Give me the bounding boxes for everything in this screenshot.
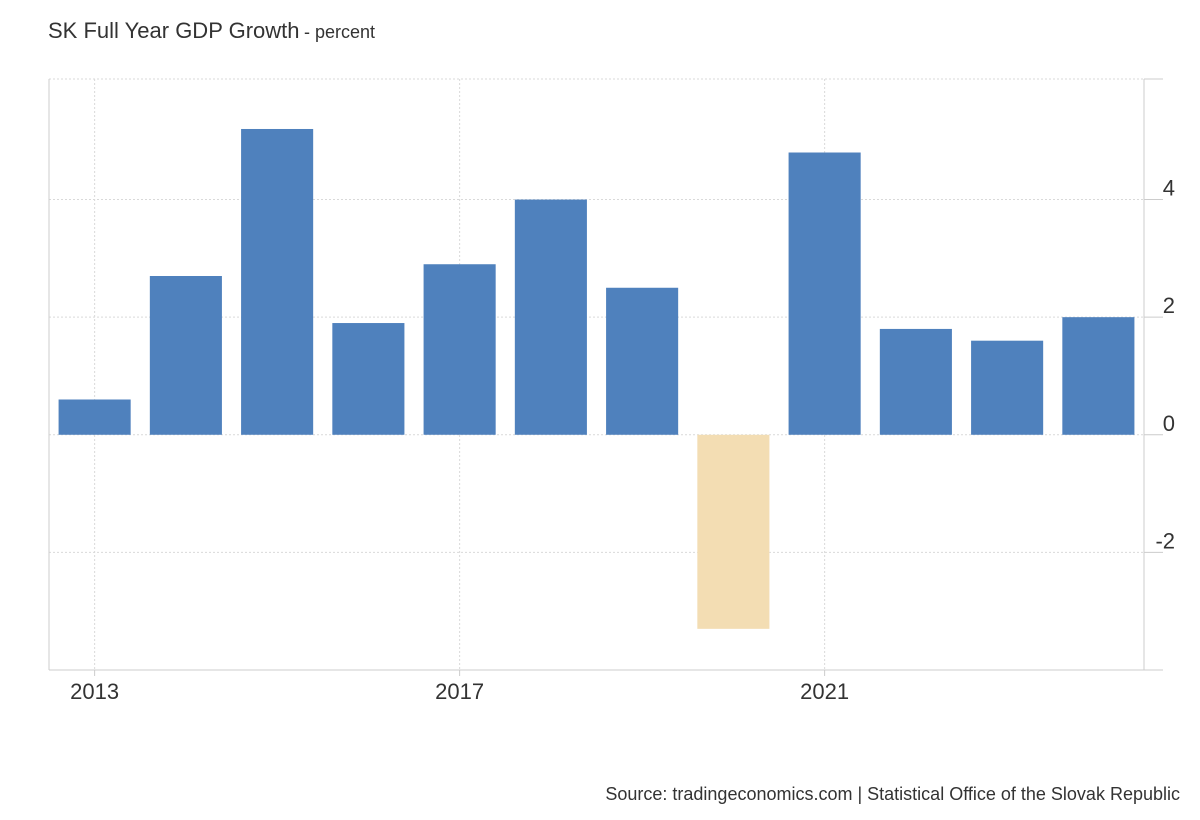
bar-2018: [514, 199, 587, 435]
y-tick-label: -2: [1155, 528, 1175, 553]
y-tick-label: 0: [1163, 411, 1175, 436]
bar-2019: [606, 287, 679, 435]
bar-2022: [879, 328, 952, 435]
y-tick-label: 2: [1163, 293, 1175, 318]
bar-2021: [788, 152, 861, 435]
bar-2016: [332, 323, 405, 435]
chart-title-main: SK Full Year GDP Growth: [48, 18, 300, 43]
source-note: Source: tradingeconomics.com | Statistic…: [605, 784, 1180, 804]
grid-layer: [49, 78, 1144, 670]
x-tick-label: 2013: [70, 679, 119, 704]
x-tick-label: 2017: [435, 679, 484, 704]
chart-title: SK Full Year GDP Growth - percent: [48, 18, 375, 44]
bars-layer: [58, 128, 1135, 629]
bar-2024: [1062, 317, 1135, 435]
bar-2015: [241, 128, 314, 435]
bar-2014: [149, 276, 222, 435]
axes-layer: [48, 78, 1163, 676]
y-tick-label: 4: [1163, 176, 1175, 201]
labels-layer: -2 0 2 4 2013 2017 2021: [70, 176, 1175, 704]
bar-2013: [58, 399, 131, 435]
chart-title-unit: - percent: [303, 22, 375, 42]
bar-2023: [971, 340, 1044, 435]
bar-2017: [423, 264, 496, 435]
bar-2020: [697, 434, 770, 629]
x-tick-label: 2021: [800, 679, 849, 704]
